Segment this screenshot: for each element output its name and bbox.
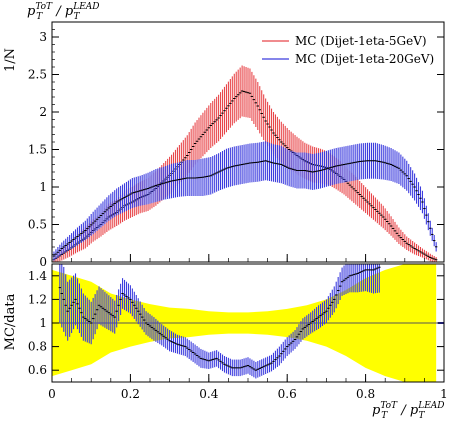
y-axis-label-main: 1/N — [3, 48, 18, 72]
xlabel-slash: / p — [397, 403, 419, 418]
ratio-ytick-label: 1.2 — [28, 292, 47, 306]
legend-label-5gev: MC (Dijet-1eta-5GeV) — [295, 34, 427, 48]
series-mc-20gev — [52, 141, 438, 261]
title-sup1: ToT — [35, 2, 53, 12]
title-sup2: LEAD — [72, 2, 99, 12]
ratio-ytick-label: 1 — [39, 316, 47, 330]
y-axis-label-ratio: MC/data — [3, 293, 18, 350]
xtick-label: 0.6 — [278, 387, 297, 401]
ratio-series-mc-20gev — [58, 264, 381, 379]
ratio-plot-panel: 0.6 0.8 1 1.2 1.4 0 0.2 0.4 0.6 0.8 1 — [28, 254, 448, 401]
legend-label-20gev: MC (Dijet-1eta-20GeV) — [295, 52, 434, 66]
xlabel-sup2: LEAD — [417, 401, 444, 411]
title-p1: p — [27, 4, 36, 19]
main-ytick-label: 3 — [39, 30, 47, 44]
main-ytick-label: 1.5 — [28, 143, 47, 157]
title-sub2: T — [73, 12, 80, 22]
xtick-label: 0.2 — [121, 387, 140, 401]
main-ytick-label: 2 — [39, 105, 47, 119]
xtick-label: 0 — [48, 387, 56, 401]
ratio-ytick-label: 0.6 — [28, 363, 47, 377]
xtick-label: 1 — [440, 387, 448, 401]
ratio-ytick-label: 1.4 — [28, 269, 47, 283]
xtick-label: 0.4 — [199, 387, 218, 401]
main-ytick-label: 1 — [39, 180, 47, 194]
ratio-ytick-label: 0.8 — [28, 340, 47, 354]
xlabel-sub1: T — [381, 411, 388, 421]
xlabel-sub2: T — [418, 411, 425, 421]
legend: MC (Dijet-1eta-5GeV) MC (Dijet-1eta-20Ge… — [262, 34, 434, 66]
title-slash: / p — [52, 4, 74, 19]
main-ytick-label: 0 — [39, 255, 47, 269]
x-axis-label: pToT T / pLEAD T — [372, 401, 444, 421]
main-ytick-label: 0.5 — [28, 218, 47, 232]
chart-title: pToT T / pLEAD T — [27, 2, 99, 22]
xtick-label: 0.8 — [356, 387, 375, 401]
main-ytick-label: 2.5 — [28, 68, 47, 82]
title-sub1: T — [36, 12, 43, 22]
xlabel-sup1: ToT — [380, 401, 398, 411]
main-plot-panel: 0 0.5 1 1.5 2 2.5 3 — [28, 21, 445, 269]
xlabel-p1: p — [372, 403, 381, 418]
